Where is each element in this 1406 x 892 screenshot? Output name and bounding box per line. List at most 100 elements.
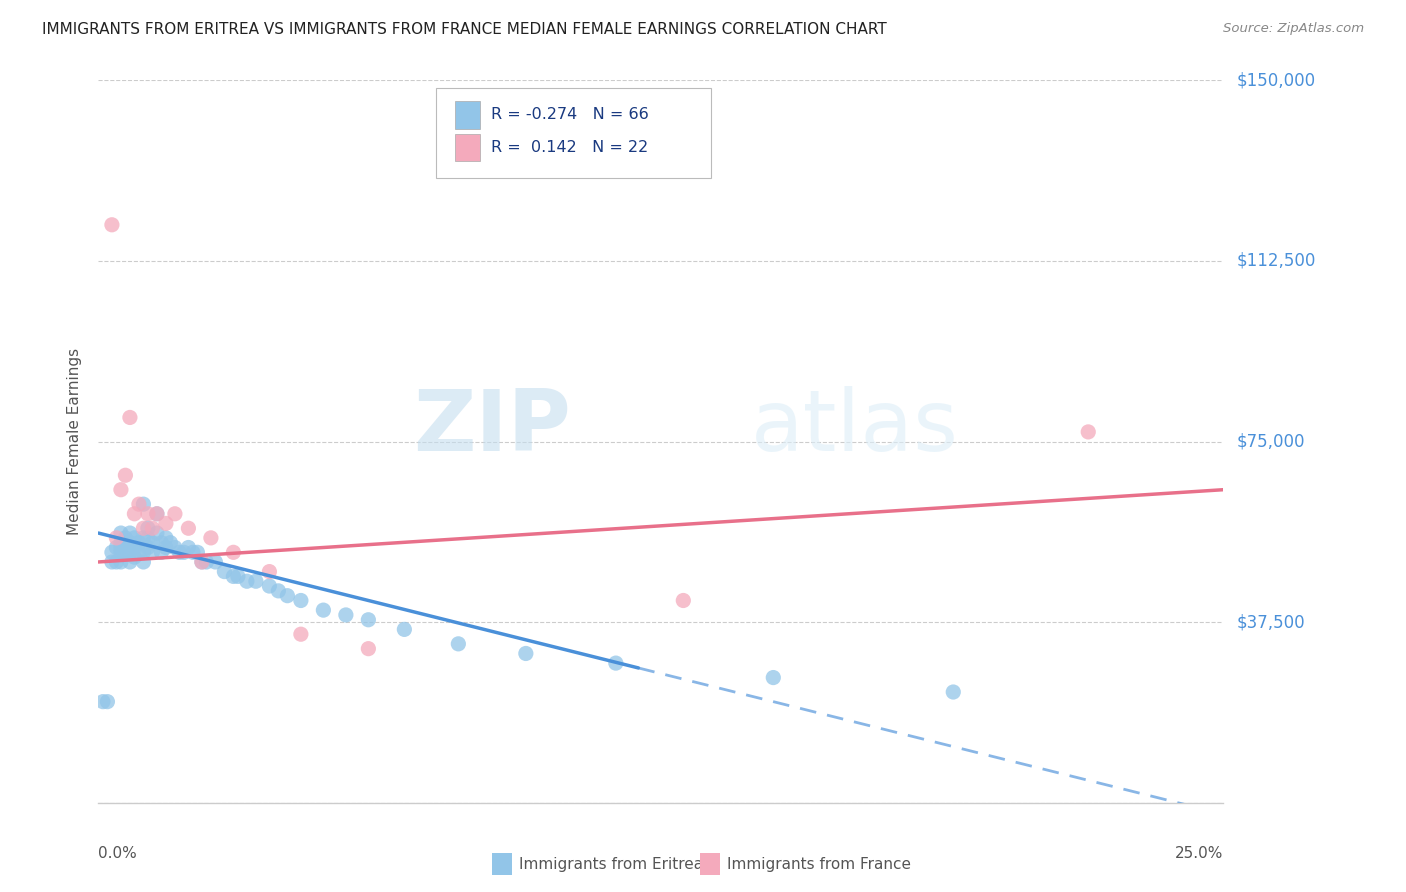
Point	[110, 545, 132, 559]
Point	[290, 593, 312, 607]
Y-axis label: Median Female Earnings: Median Female Earnings	[67, 348, 83, 535]
Point	[128, 497, 150, 511]
Point	[259, 565, 281, 579]
Point	[150, 535, 173, 549]
Point	[146, 507, 169, 521]
Point	[136, 541, 159, 555]
Point	[155, 531, 177, 545]
Text: $150,000: $150,000	[1237, 71, 1316, 89]
Point	[191, 555, 214, 569]
Point	[124, 550, 146, 565]
Point	[114, 468, 136, 483]
Point	[128, 535, 150, 549]
Point	[169, 545, 191, 559]
Text: 0.0%: 0.0%	[98, 847, 138, 861]
Point	[672, 593, 695, 607]
Point	[118, 526, 141, 541]
Point	[136, 531, 159, 545]
Text: $37,500: $37,500	[1237, 613, 1306, 632]
Point	[146, 507, 169, 521]
Bar	[700, 854, 720, 875]
FancyBboxPatch shape	[436, 87, 711, 178]
Text: Immigrants from Eritrea: Immigrants from Eritrea	[519, 856, 703, 871]
Point	[195, 555, 218, 569]
Text: Immigrants from France: Immigrants from France	[727, 856, 911, 871]
Point	[114, 545, 136, 559]
Point	[105, 555, 128, 569]
Point	[118, 535, 141, 549]
Point	[124, 507, 146, 521]
Point	[204, 555, 226, 569]
Point	[101, 545, 124, 559]
Point	[110, 483, 132, 497]
Point	[191, 555, 214, 569]
Point	[447, 637, 470, 651]
Point	[132, 555, 155, 569]
Point	[515, 647, 537, 661]
Point	[163, 507, 186, 521]
Point	[110, 541, 132, 555]
Text: IMMIGRANTS FROM ERITREA VS IMMIGRANTS FROM FRANCE MEDIAN FEMALE EARNINGS CORRELA: IMMIGRANTS FROM ERITREA VS IMMIGRANTS FR…	[42, 22, 887, 37]
Point	[236, 574, 259, 589]
Point	[128, 545, 150, 559]
Point	[267, 583, 290, 598]
Point	[177, 541, 200, 555]
Bar	[492, 854, 512, 875]
Point	[357, 613, 380, 627]
Point	[136, 521, 159, 535]
Point	[150, 545, 173, 559]
Point	[132, 545, 155, 559]
Point	[245, 574, 267, 589]
Point	[173, 545, 195, 559]
Point	[942, 685, 965, 699]
Point	[91, 695, 114, 709]
Point	[110, 555, 132, 569]
Point	[114, 531, 136, 545]
Point	[124, 531, 146, 545]
Point	[110, 526, 132, 541]
Point	[290, 627, 312, 641]
Point	[118, 545, 141, 559]
Point	[222, 545, 245, 559]
Point	[394, 623, 416, 637]
Point	[181, 545, 204, 559]
Point	[146, 526, 169, 541]
Point	[155, 516, 177, 531]
Point	[200, 531, 222, 545]
Point	[136, 507, 159, 521]
Point	[222, 569, 245, 583]
Point	[1077, 425, 1099, 439]
Text: $112,500: $112,500	[1237, 252, 1316, 270]
Point	[96, 695, 118, 709]
Point	[118, 555, 141, 569]
Point	[177, 521, 200, 535]
Point	[101, 555, 124, 569]
Point	[214, 565, 236, 579]
Point	[110, 535, 132, 549]
Point	[132, 521, 155, 535]
Point	[357, 641, 380, 656]
Bar	[456, 101, 479, 128]
Point	[159, 535, 181, 549]
Point	[312, 603, 335, 617]
Text: Source: ZipAtlas.com: Source: ZipAtlas.com	[1223, 22, 1364, 36]
Point	[226, 569, 249, 583]
Point	[132, 531, 155, 545]
Point	[335, 607, 357, 622]
Point	[124, 541, 146, 555]
Point	[141, 545, 163, 559]
Text: R =  0.142   N = 22: R = 0.142 N = 22	[491, 140, 648, 155]
Point	[186, 545, 208, 559]
Text: 25.0%: 25.0%	[1175, 847, 1223, 861]
Point	[276, 589, 298, 603]
Text: R = -0.274   N = 66: R = -0.274 N = 66	[491, 107, 648, 122]
Bar	[456, 134, 479, 161]
Point	[101, 218, 124, 232]
Point	[141, 535, 163, 549]
Point	[163, 541, 186, 555]
Point	[155, 541, 177, 555]
Point	[762, 671, 785, 685]
Point	[132, 497, 155, 511]
Point	[105, 531, 128, 545]
Text: atlas: atlas	[751, 385, 959, 468]
